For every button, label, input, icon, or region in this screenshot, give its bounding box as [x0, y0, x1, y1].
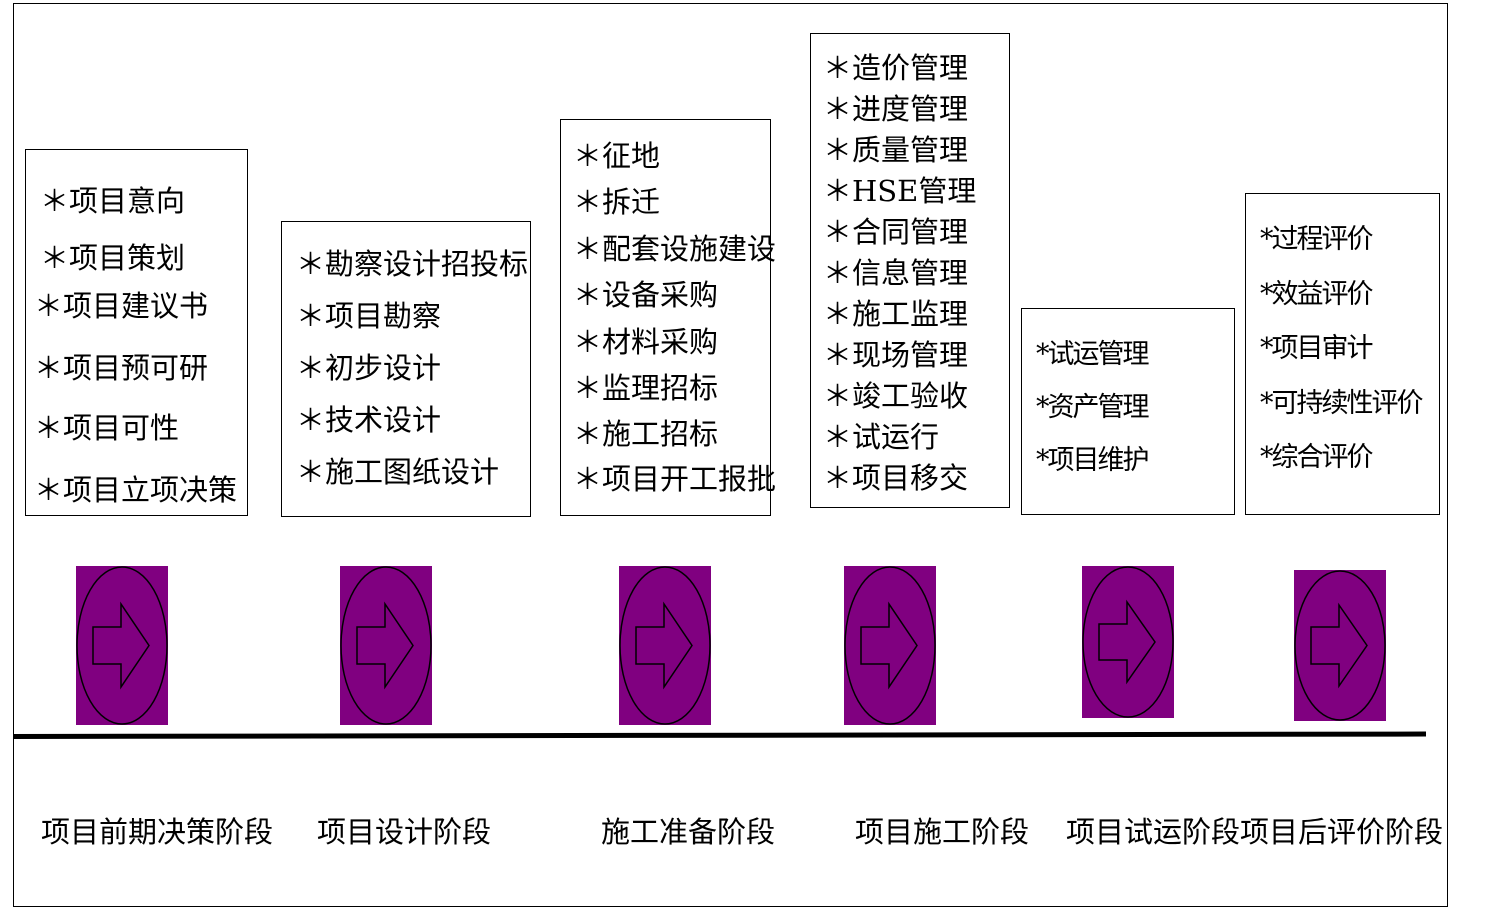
- right-arrow-icon: [1294, 570, 1386, 721]
- task-item: ＊项目移交: [823, 461, 969, 495]
- task-item: ＊施工监理: [823, 297, 969, 331]
- task-item: *过程评价: [1260, 224, 1373, 255]
- stage-label-trial-run: 项目试运阶段: [1066, 815, 1241, 849]
- task-item: ＊项目勘察: [296, 299, 442, 333]
- stage-label-preparation: 施工准备阶段: [601, 815, 776, 849]
- task-item: ＊合同管理: [823, 215, 969, 249]
- diagram-frame: [13, 3, 1448, 907]
- task-box-trial-run: *试运管理 *资产管理 *项目维护: [1021, 308, 1235, 515]
- stage-label-decision: 项目前期决策阶段: [41, 815, 274, 849]
- task-item: ＊材料采购: [573, 325, 719, 359]
- task-item: ＊勘察设计招投标: [296, 247, 529, 281]
- task-item: ＊质量管理: [823, 133, 969, 167]
- task-item: ＊造价管理: [823, 51, 969, 85]
- task-item: ＊项目意向: [40, 184, 186, 218]
- task-item: ＊竣工验收: [823, 379, 969, 413]
- task-item: ＊配套设施建设: [573, 232, 777, 266]
- right-arrow-icon: [619, 566, 711, 725]
- right-arrow-icon: [1082, 566, 1174, 718]
- task-item: ＊监理招标: [573, 371, 719, 405]
- task-item: *可持续性评价: [1260, 388, 1423, 419]
- task-item: ＊项目可性: [34, 411, 180, 445]
- task-item: ＊初步设计: [296, 351, 442, 385]
- task-item: *项目审计: [1260, 333, 1373, 364]
- task-item: ＊项目开工报批: [573, 462, 777, 496]
- right-arrow-icon: [844, 566, 936, 725]
- task-item: *试运管理: [1036, 339, 1149, 370]
- stage-label-design: 项目设计阶段: [317, 815, 492, 849]
- task-item: ＊进度管理: [823, 92, 969, 126]
- task-item: ＊拆迁: [573, 185, 661, 219]
- task-item: ＊技术设计: [296, 403, 442, 437]
- task-item: ＊项目立项决策: [34, 473, 238, 507]
- task-box-post-evaluation: *过程评价 *效益评价 *项目审计 *可持续性评价 *综合评价: [1245, 193, 1440, 515]
- stage-label-construction: 项目施工阶段: [855, 815, 1030, 849]
- right-arrow-icon: [76, 566, 168, 725]
- task-item: *综合评价: [1260, 442, 1373, 473]
- task-item: ＊HSE管理: [823, 174, 977, 208]
- right-arrow-icon: [340, 566, 432, 725]
- task-item: ＊现场管理: [823, 338, 969, 372]
- stage-label-post-evaluation: 项目后评价阶段: [1240, 815, 1444, 849]
- task-item: ＊施工招标: [573, 417, 719, 451]
- task-item: ＊征地: [573, 139, 661, 173]
- task-item: ＊信息管理: [823, 256, 969, 290]
- task-box-design: ＊勘察设计招投标 ＊项目勘察 ＊初步设计 ＊技术设计 ＊施工图纸设计: [281, 221, 531, 517]
- task-item: *项目维护: [1036, 445, 1149, 476]
- task-box-construction: ＊造价管理 ＊进度管理 ＊质量管理 ＊HSE管理 ＊合同管理 ＊信息管理 ＊施工…: [810, 33, 1010, 508]
- task-item: ＊试运行: [823, 420, 940, 454]
- task-item: ＊设备采购: [573, 278, 719, 312]
- task-item: *效益评价: [1260, 279, 1373, 310]
- task-box-decision: ＊项目意向 ＊项目策划 ＊项目建议书 ＊项目预可研 ＊项目可性 ＊项目立项决策: [25, 149, 248, 516]
- task-item: ＊项目策划: [40, 241, 186, 275]
- task-item: ＊项目建议书: [34, 289, 209, 323]
- task-box-preparation: ＊征地 ＊拆迁 ＊配套设施建设 ＊设备采购 ＊材料采购 ＊监理招标 ＊施工招标 …: [560, 119, 776, 516]
- task-item: ＊施工图纸设计: [296, 455, 500, 489]
- task-item: *资产管理: [1036, 392, 1149, 423]
- task-item: ＊项目预可研: [34, 351, 209, 385]
